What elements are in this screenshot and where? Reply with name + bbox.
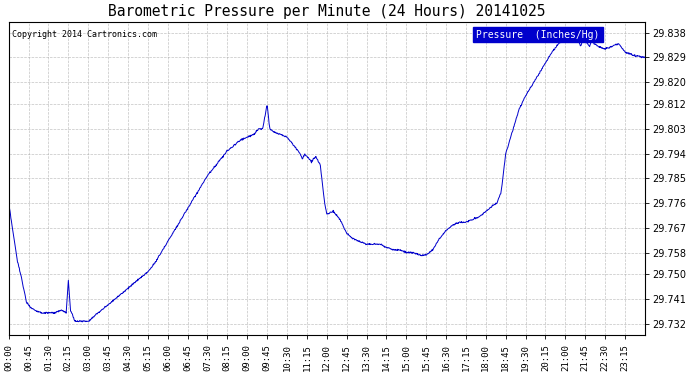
Title: Barometric Pressure per Minute (24 Hours) 20141025: Barometric Pressure per Minute (24 Hours… [108, 4, 546, 19]
Text: Copyright 2014 Cartronics.com: Copyright 2014 Cartronics.com [12, 30, 157, 39]
Text: Pressure  (Inches/Hg): Pressure (Inches/Hg) [476, 30, 600, 39]
